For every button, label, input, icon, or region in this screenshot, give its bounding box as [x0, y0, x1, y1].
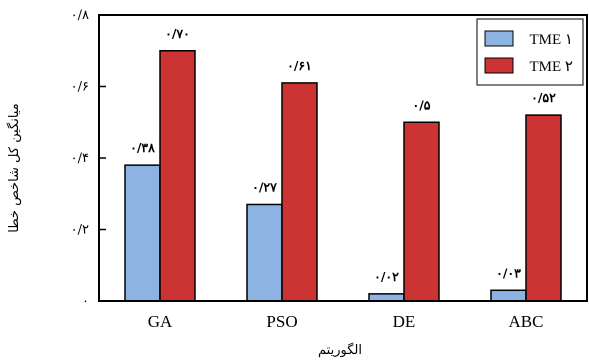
bar-2-de — [403, 121, 440, 302]
legend: TME ۱ TME ۲ — [476, 18, 584, 86]
bar-1-pso — [246, 203, 283, 302]
y-tick-label: ۰/۲ — [71, 223, 89, 238]
data-label: ۰/۲۷ — [252, 179, 278, 194]
bar-2-ga — [159, 50, 196, 302]
data-label: ۰/۵ — [413, 97, 431, 112]
bars-group: ۰/۳۸ ۰/۷۰ ۰/۲۷ ۰/۶۱ ۰/۰۲ ۰/۵ ۰/۰۳ ۰/۵۲ — [124, 26, 562, 302]
legend-label-tme1: TME ۱ — [530, 32, 573, 48]
bar-2-pso — [281, 82, 318, 302]
data-label: ۰/۵۲ — [531, 90, 556, 105]
x-axis-ticks: GA PSO DE ABC — [148, 312, 544, 331]
data-label: ۰/۷۰ — [165, 26, 190, 41]
data-label: ۰/۶۱ — [287, 58, 312, 73]
plot-frame — [98, 14, 588, 302]
bar-1-ga — [124, 164, 161, 302]
x-tick-label: DE — [393, 312, 416, 331]
legend-label-tme2: TME ۲ — [530, 59, 573, 75]
data-label: ۰/۳۸ — [130, 140, 156, 155]
y-tick-label: ۰ — [82, 294, 89, 309]
bar-1-de — [368, 293, 405, 302]
legend-swatch-tme1 — [484, 30, 514, 47]
legend-swatch-tme2 — [484, 57, 514, 74]
data-label: ۰/۰۲ — [374, 269, 399, 284]
bar-2-abc — [525, 114, 562, 302]
y-tick-label: ۰/۸ — [71, 8, 89, 23]
x-axis-title: الگوریتم — [318, 342, 362, 358]
y-tick-label: ۰/۶ — [71, 80, 89, 95]
x-tick-label: PSO — [266, 312, 297, 331]
legend-box — [476, 18, 584, 86]
x-tick-label: ABC — [509, 312, 544, 331]
data-label: ۰/۰۳ — [496, 265, 521, 280]
y-tick-label: ۰/۴ — [71, 151, 89, 166]
bar-1-abc — [490, 289, 527, 302]
y-axis-title: میانگین کل شاخص خطا — [6, 103, 22, 232]
y-axis-ticks: ۰ ۰/۲ ۰/۴ ۰/۶ ۰/۸ — [71, 8, 106, 309]
x-tick-label: GA — [148, 312, 173, 331]
